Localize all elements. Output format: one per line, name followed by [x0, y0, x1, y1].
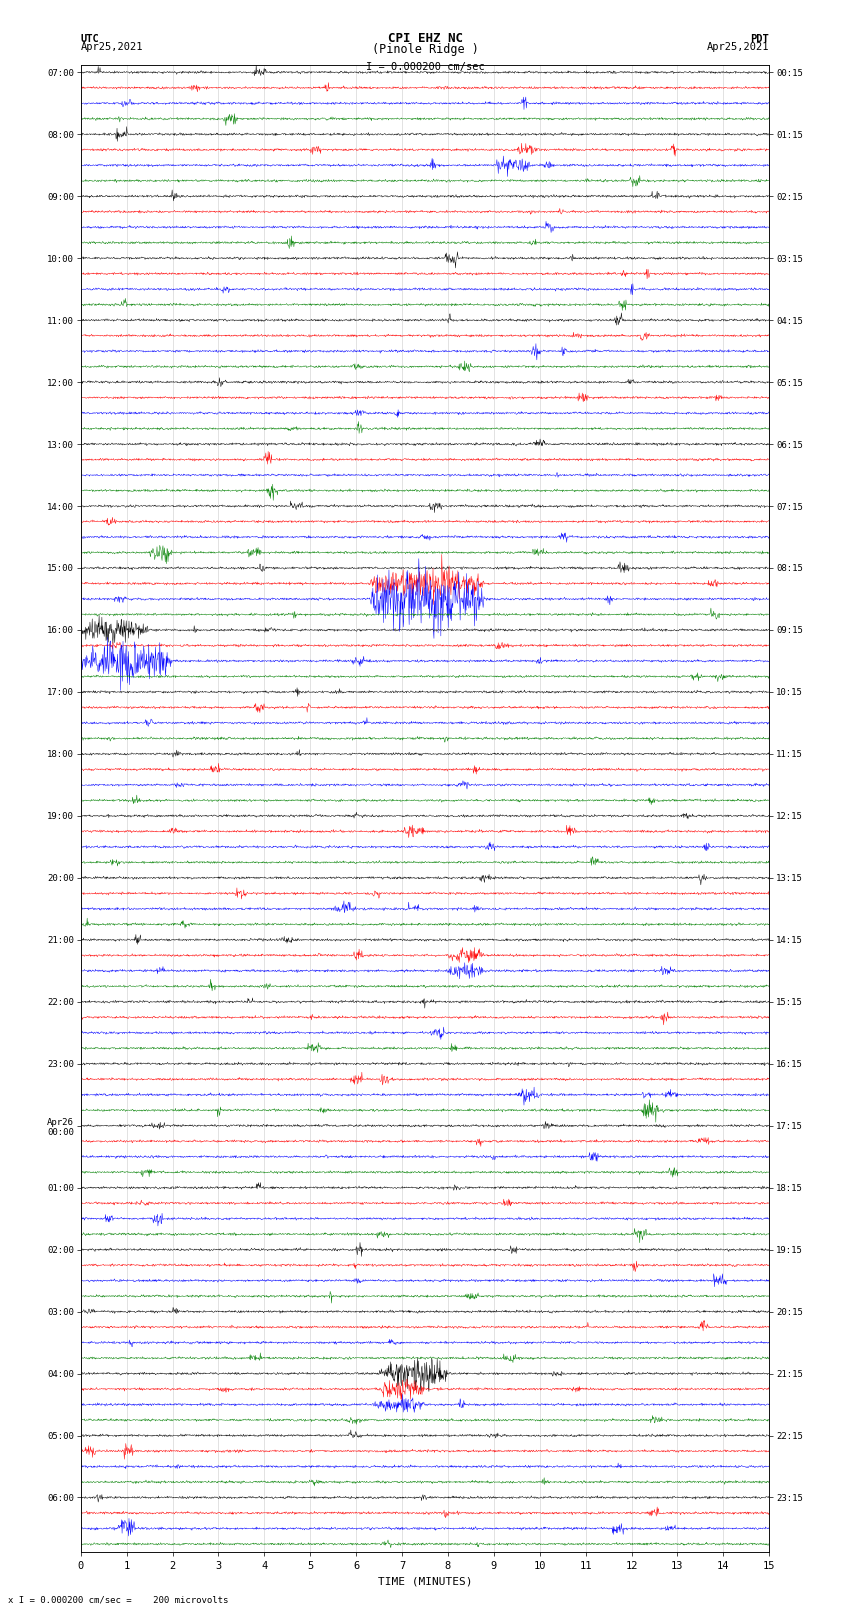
Text: UTC: UTC — [81, 34, 99, 44]
Text: CPI EHZ NC: CPI EHZ NC — [388, 32, 462, 45]
X-axis label: TIME (MINUTES): TIME (MINUTES) — [377, 1576, 473, 1586]
Text: I = 0.000200 cm/sec: I = 0.000200 cm/sec — [366, 63, 484, 73]
Text: Apr25,2021: Apr25,2021 — [706, 42, 769, 52]
Text: x I = 0.000200 cm/sec =    200 microvolts: x I = 0.000200 cm/sec = 200 microvolts — [8, 1595, 229, 1605]
Text: (Pinole Ridge ): (Pinole Ridge ) — [371, 42, 479, 56]
Text: Apr25,2021: Apr25,2021 — [81, 42, 144, 52]
Text: PDT: PDT — [751, 34, 769, 44]
